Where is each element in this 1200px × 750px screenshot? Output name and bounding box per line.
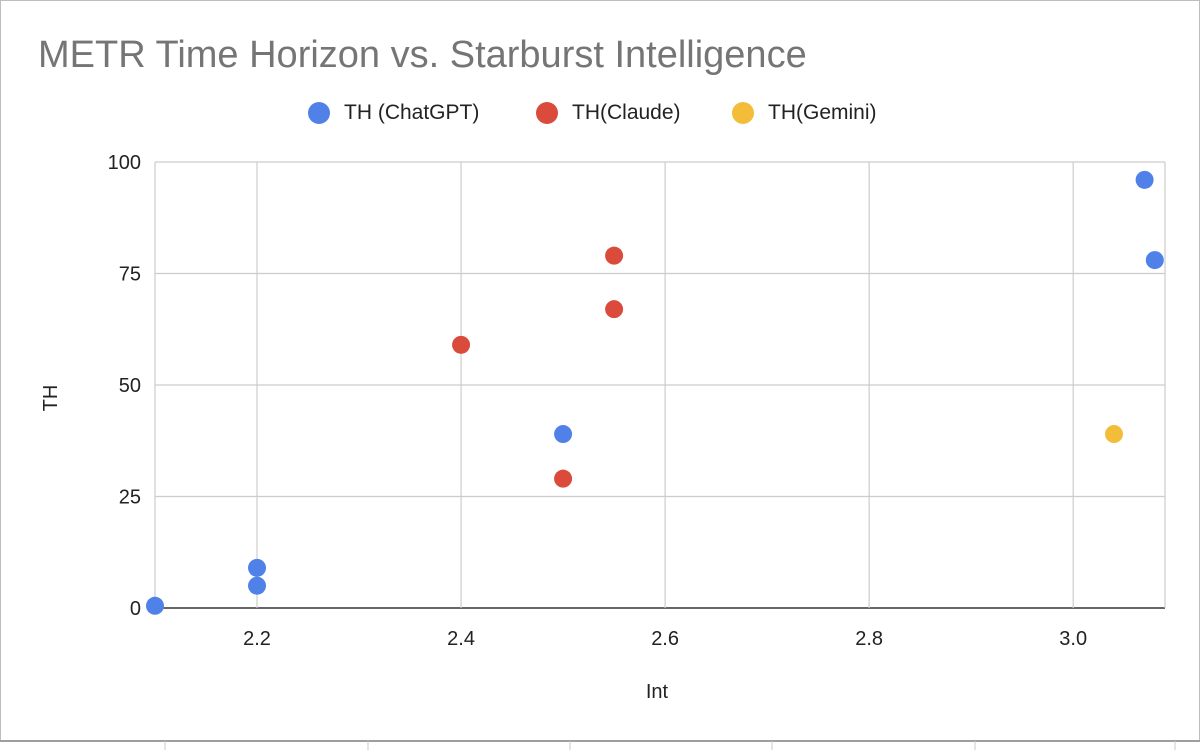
x-axis-title: Int (646, 681, 669, 703)
legend-item-claude[interactable]: TH(Claude) (536, 98, 681, 128)
data-point-claude[interactable] (605, 300, 624, 319)
y-tick-label: 25 (119, 487, 141, 509)
legend-swatch-claude (536, 102, 558, 124)
data-point-claude[interactable] (605, 246, 624, 265)
y-tick-label: 50 (119, 375, 141, 397)
y-tick-label: 75 (119, 264, 141, 286)
axis-layer: 0 25 50 75 100 2.2 2.4 2.6 2.8 3.0 (108, 152, 1087, 650)
data-point-gemini[interactable] (1104, 425, 1123, 444)
x-tick-label: 3.0 (1059, 628, 1087, 650)
legend-swatch-chatgpt (308, 102, 330, 124)
x-tick-label: 2.2 (243, 628, 271, 650)
data-point-claude[interactable] (554, 469, 573, 488)
y-tick-label: 100 (108, 152, 141, 174)
points-layer (146, 170, 1164, 615)
legend-item-chatgpt[interactable]: TH (ChatGPT) (308, 98, 479, 128)
legend-item-gemini[interactable]: TH(Gemini) (732, 98, 877, 128)
legend-swatch-gemini (732, 102, 754, 124)
data-point-claude[interactable] (452, 335, 471, 354)
data-point-chatgpt[interactable] (1135, 170, 1154, 189)
legend: TH (ChatGPT) TH(Claude) TH(Gemini) (0, 98, 1200, 128)
bottom-border (0, 740, 1200, 742)
y-tick-label: 0 (130, 598, 141, 620)
x-tick-label: 2.8 (855, 628, 883, 650)
legend-label-claude: TH(Claude) (572, 101, 681, 124)
data-point-chatgpt[interactable] (248, 558, 267, 577)
x-tick-label: 2.4 (447, 628, 475, 650)
data-point-chatgpt[interactable] (1145, 251, 1164, 270)
data-point-chatgpt[interactable] (146, 596, 164, 615)
y-axis-title: TH (40, 385, 62, 412)
x-tick-label: 2.6 (651, 628, 679, 650)
grid-layer (154, 161, 1176, 750)
legend-label-chatgpt: TH (ChatGPT) (344, 101, 480, 124)
data-point-chatgpt[interactable] (554, 425, 573, 444)
data-point-chatgpt[interactable] (248, 576, 267, 595)
chart-title: METR Time Horizon vs. Starburst Intellig… (38, 34, 807, 76)
legend-label-gemini: TH(Gemini) (768, 101, 877, 124)
